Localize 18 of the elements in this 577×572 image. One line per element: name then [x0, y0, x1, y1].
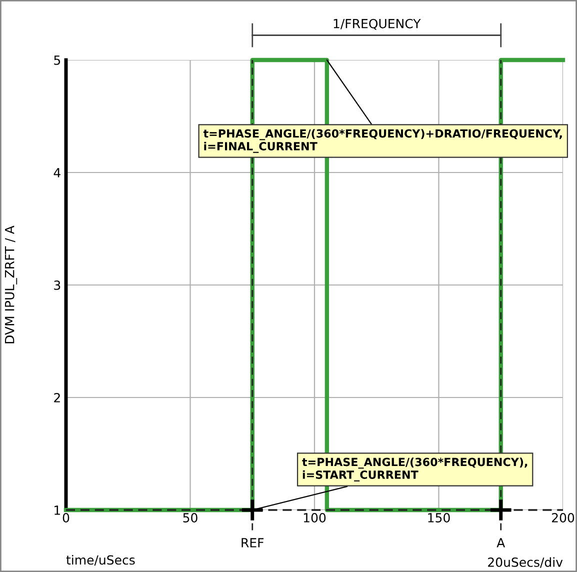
x-tick-label: 200 [552, 513, 574, 522]
x-tick-label: 100 [304, 513, 326, 522]
x-axis-title: time/uSecs [66, 555, 135, 566]
y-tick-label: 1 [54, 506, 60, 515]
y-tick-label: 3 [54, 280, 60, 290]
y-axis-title: DVM IPUL_ZRFT / A [5, 226, 18, 344]
ref-line-label: A [496, 538, 506, 548]
annotation: t=PHASE_ANGLE/(360*FREQUENCY), i=START_CURRENT [302, 458, 528, 482]
x-tick-label: 0 [62, 513, 70, 522]
y-tick-label: 5 [54, 56, 60, 65]
x-tick-label: 50 [183, 513, 198, 522]
ref-line-label: REF [242, 538, 264, 548]
text: 1/FREQUENCY [334, 18, 421, 30]
y-tick-label: 4 [54, 168, 60, 178]
text: 20uSecs/div [488, 557, 563, 568]
x-tick-label: 150 [428, 513, 450, 522]
annotation: t=PHASE_ANGLE/(360*FREQUENCY)+DRATIO/FREQUENCY, i=FINAL_CURRENT [203, 129, 562, 153]
y-tick-label: 2 [54, 392, 60, 402]
